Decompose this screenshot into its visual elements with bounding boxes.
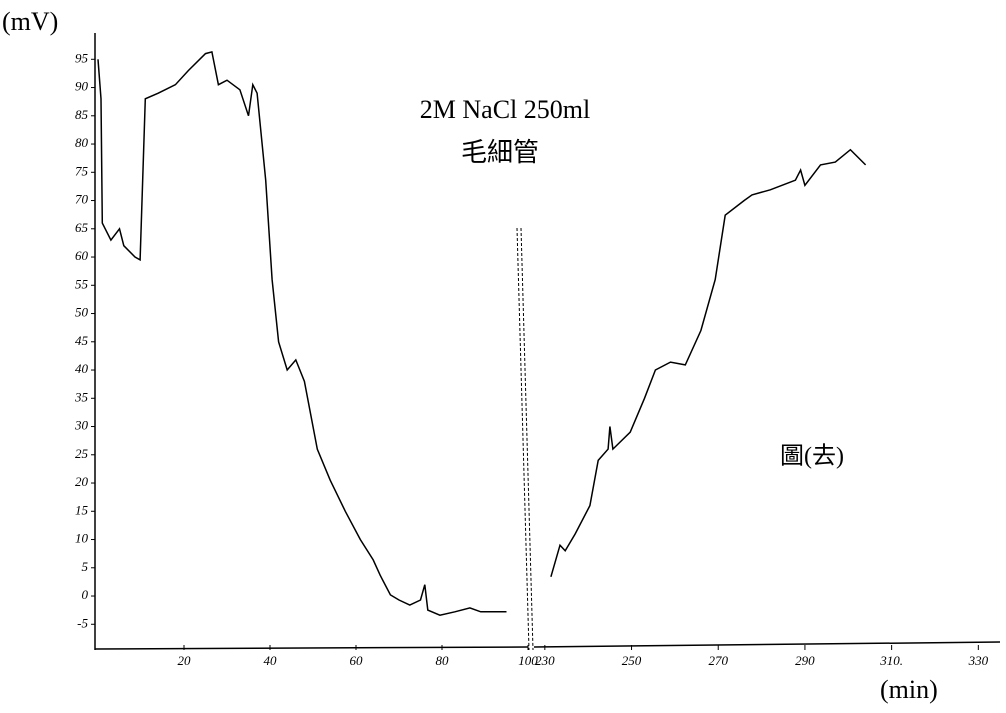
y-tick-label: 30 <box>74 418 89 433</box>
chart: (mV) 2M NaCl 250ml 毛細管 圖(去) (min) 95 90 85… <box>0 0 1006 713</box>
y-tick-label: 10 <box>75 531 89 546</box>
y-tick-label: 60 <box>75 248 89 263</box>
y-tick-label: 95 <box>75 50 89 65</box>
data-line <box>551 150 866 577</box>
x-tick-label: 80 <box>436 653 450 668</box>
y-tick-label: 40 <box>75 361 89 376</box>
annotation: 圖(去) <box>780 443 844 470</box>
x-tick-label: 270 <box>708 653 728 668</box>
y-tick-label: 20 <box>75 474 89 489</box>
x-tick-label: 310. <box>879 653 903 668</box>
x-tick-label: 250 <box>622 653 642 668</box>
y-tick-label: 50 <box>75 305 89 320</box>
y-tick-label: 70 <box>75 192 89 207</box>
y-tick-label: 75 <box>75 163 89 178</box>
y-tick-label: 25 <box>75 446 89 461</box>
y-tick-label: 55 <box>75 276 89 291</box>
x-tick-label: 230 <box>535 653 555 668</box>
x-tick-label: 20 <box>178 653 192 668</box>
y-tick-label: -5 <box>77 615 88 630</box>
chart-title: 2M NaCl 250ml <box>420 95 590 124</box>
y-tick-label: 90 <box>75 79 89 94</box>
x-axis-right <box>534 642 1000 647</box>
x-axis-left <box>95 647 528 649</box>
y-tick-label: 5 <box>82 559 89 574</box>
x-tick-label: 290 <box>795 653 815 668</box>
x-tick-label: 330 <box>968 653 989 668</box>
chart-subtitle: 毛細管 <box>461 138 539 167</box>
x-axis-title: (min) <box>880 675 938 704</box>
x-tick-label: 40 <box>264 653 278 668</box>
x-tick-label: 60 <box>350 653 364 668</box>
y-tick-label: 85 <box>75 107 89 122</box>
y-tick-label: 45 <box>75 333 89 348</box>
data-line <box>98 52 507 615</box>
y-tick-label: 80 <box>75 135 89 150</box>
y-tick-label: 0 <box>82 587 89 602</box>
y-tick-label: 35 <box>74 389 89 404</box>
y-axis-title: (mV) <box>2 7 58 36</box>
y-tick-label: 15 <box>75 502 89 517</box>
y-tick-label: 65 <box>75 220 89 235</box>
